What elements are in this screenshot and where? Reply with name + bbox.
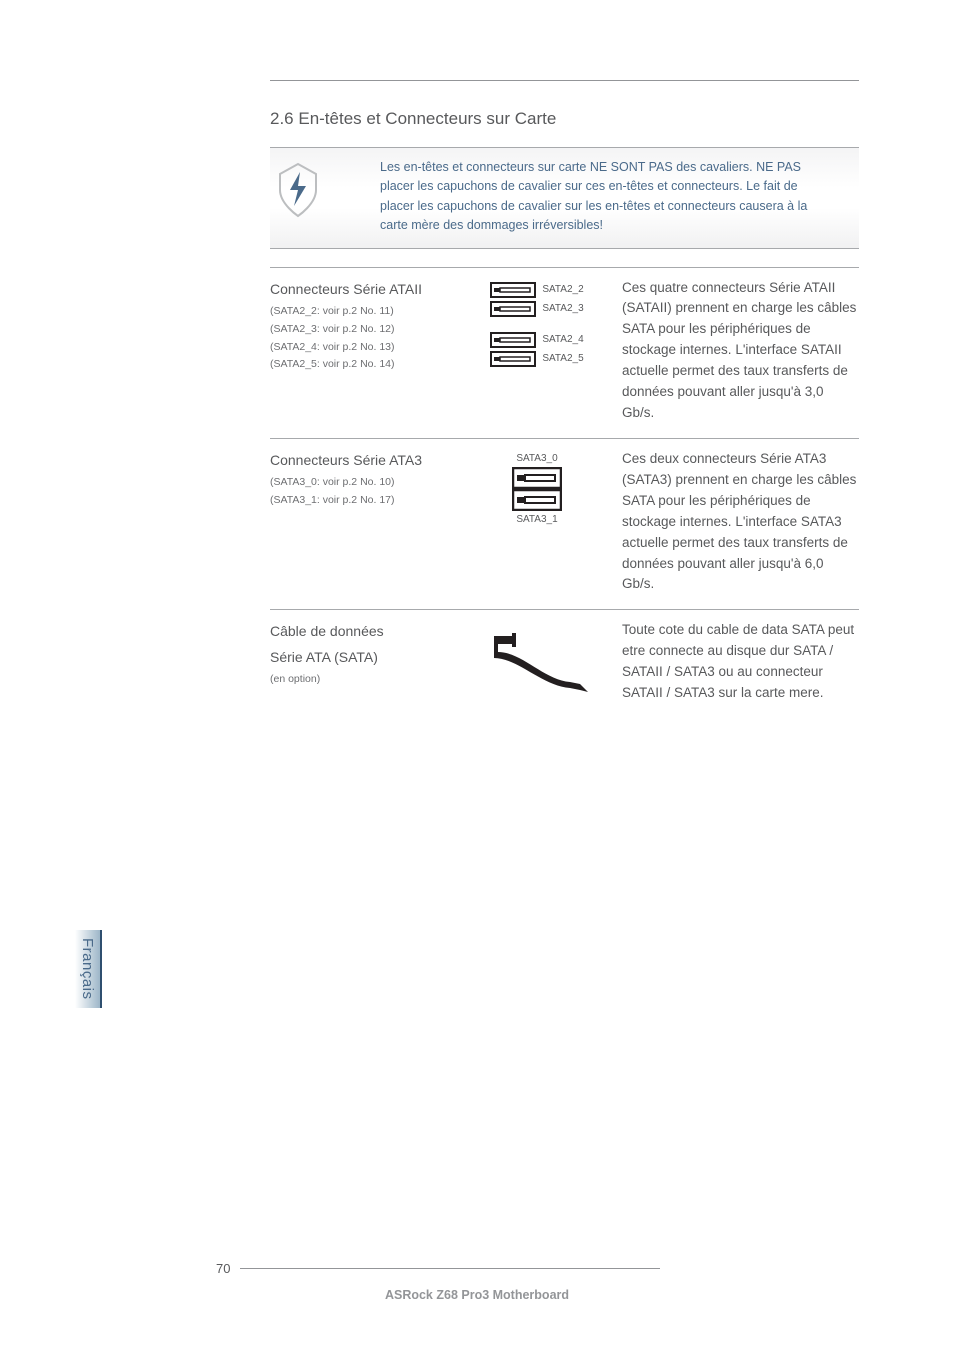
block-sub: (SATA2_3: voir p.2 No. 12) bbox=[270, 321, 452, 339]
block-title-2: Série ATA (SATA) bbox=[270, 646, 452, 668]
port-label: SATA2_5 bbox=[542, 353, 583, 364]
page-rule bbox=[240, 1268, 660, 1269]
port-label: SATA2_3 bbox=[542, 303, 583, 314]
block-desc: Ces quatre connecteurs Série ATAII (SATA… bbox=[622, 278, 859, 424]
port-label: SATA2_4 bbox=[542, 334, 583, 345]
sata-port-icon bbox=[490, 282, 536, 298]
sata-port-icon bbox=[490, 351, 536, 367]
block-desc: Ces deux connecteurs Série ATA3 (SATA3) … bbox=[622, 449, 859, 595]
block-sub: (SATA2_2: voir p.2 No. 11) bbox=[270, 303, 452, 321]
port-label: SATA3_1 bbox=[516, 514, 557, 525]
port-label: SATA2_2 bbox=[542, 284, 583, 295]
language-tab: Français bbox=[75, 930, 102, 1008]
sata-port-icon bbox=[490, 301, 536, 317]
connector-sata3: Connecteurs Série ATA3 (SATA3_0: voir p.… bbox=[270, 438, 859, 595]
page-number: 70 bbox=[216, 1261, 230, 1276]
sata3-port-icon bbox=[512, 467, 562, 511]
section-title: 2.6 En-têtes et Connecteurs sur Carte bbox=[270, 109, 859, 129]
top-rule bbox=[270, 80, 859, 81]
block-title: Connecteurs Série ATAII bbox=[270, 278, 452, 300]
footer-text: ASRock Z68 Pro3 Motherboard bbox=[0, 1288, 954, 1302]
sata-port-icon bbox=[490, 332, 536, 348]
block-title: Câble de données bbox=[270, 620, 452, 642]
block-sub: (SATA3_0: voir p.2 No. 10) bbox=[270, 474, 452, 492]
warning-box: Les en-têtes et connecteurs sur carte NE… bbox=[270, 147, 859, 249]
block-desc: Toute cote du cable de data SATA peut et… bbox=[622, 620, 859, 704]
block-sub: (SATA2_4: voir p.2 No. 13) bbox=[270, 339, 452, 357]
lightning-icon bbox=[276, 162, 320, 223]
port-label: SATA3_0 bbox=[516, 453, 557, 464]
connector-cable: Câble de données Série ATA (SATA) (en op… bbox=[270, 609, 859, 704]
block-sub: (SATA3_1: voir p.2 No. 17) bbox=[270, 492, 452, 510]
page-number-row: 70 bbox=[216, 1261, 660, 1276]
sata-cable-icon bbox=[482, 630, 592, 700]
block-sub: (en option) bbox=[270, 671, 452, 689]
warning-text: Les en-têtes et connecteurs sur carte NE… bbox=[380, 158, 859, 236]
block-title: Connecteurs Série ATA3 bbox=[270, 449, 452, 471]
block-sub: (SATA2_5: voir p.2 No. 14) bbox=[270, 356, 452, 374]
connector-sataii: Connecteurs Série ATAII (SATA2_2: voir p… bbox=[270, 267, 859, 424]
